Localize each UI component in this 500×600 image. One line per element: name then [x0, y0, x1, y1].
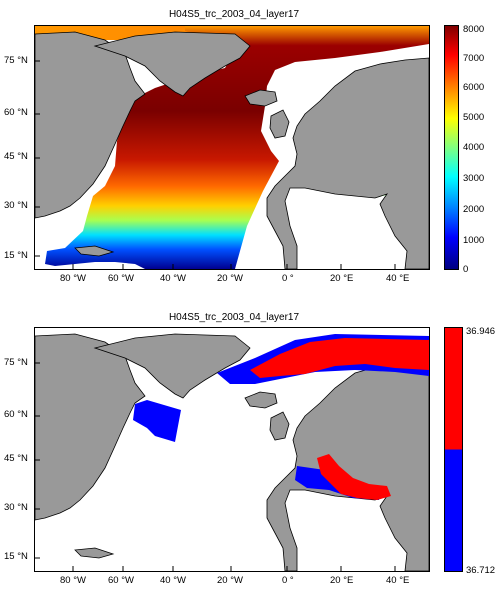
- panel1-cbar-tick-7000: 7000: [463, 53, 485, 64]
- panel1-cbar-tick-0: 0: [463, 264, 469, 275]
- panel2-xtick-80w: 80 °W: [60, 575, 86, 586]
- panel1-ytick-60n: 60 °N: [4, 107, 28, 118]
- panel2-xtick-60w: 60 °W: [108, 575, 134, 586]
- panel1-xtick-0: 0 °: [282, 273, 294, 284]
- panel2-labrador-patch: [133, 400, 181, 442]
- panel2-ytick-30n: 30 °N: [4, 502, 28, 513]
- panel2-eurasia-africa: [266, 359, 429, 571]
- panel1-xtick-60w: 60 °W: [108, 273, 134, 284]
- panel1-greenland: [93, 31, 251, 97]
- panel1-ytick-30n: 30 °N: [4, 200, 28, 211]
- panel2-ytick-75n: 75 °N: [4, 357, 28, 368]
- panel2-map: [34, 327, 430, 572]
- panel1-xtick-40w: 40 °W: [160, 273, 186, 284]
- panel1-atlantic-data: [45, 26, 429, 269]
- panel1-cbar-tick-8000: 8000: [463, 24, 485, 35]
- panel2-xtick-40w: 40 °W: [160, 575, 186, 586]
- panel2-ytick-15n: 15 °N: [4, 551, 28, 562]
- panel1-ticks: [35, 60, 396, 269]
- panel1-cbar-tick-5000: 5000: [463, 112, 485, 123]
- panel1-cbar-tick-4000: 4000: [463, 142, 485, 153]
- panel2-xtick-40e: 40 °E: [386, 575, 410, 586]
- panel1-cbar-tick-1000: 1000: [463, 235, 485, 246]
- panel1-british-isles: [269, 109, 290, 139]
- panel1-xtick-20w: 20 °W: [217, 273, 243, 284]
- panel1-xtick-20e: 20 °E: [330, 273, 354, 284]
- panel1-cbar-tick-6000: 6000: [463, 82, 485, 93]
- panel1-xtick-80w: 80 °W: [60, 273, 86, 284]
- panel1-xtick-40e: 40 °E: [386, 273, 410, 284]
- panel2-arctic-red: [250, 338, 429, 378]
- panel1-map-svg: [35, 26, 429, 269]
- panel1-map: [34, 25, 430, 270]
- panel1-colorbar: [444, 25, 459, 270]
- panel2-british-isles: [269, 411, 290, 441]
- panel2-ytick-60n: 60 °N: [4, 409, 28, 420]
- panel2-greenland: [93, 333, 251, 399]
- panel1-caribbean: [74, 245, 115, 257]
- panel1-iceland: [244, 89, 278, 107]
- panel2-ticks: [35, 362, 396, 571]
- panel2-north-america: [35, 333, 146, 521]
- panel1-ytick-15n: 15 °N: [4, 250, 28, 261]
- panel1-ytick-75n: 75 °N: [4, 55, 28, 66]
- panel1-ytick-45n: 45 °N: [4, 151, 28, 162]
- panel2-xtick-20e: 20 °E: [330, 575, 354, 586]
- panel2-cbar-tick-min: 36.712: [466, 565, 496, 576]
- panel2-med-red: [317, 454, 391, 500]
- panel2-title: H04S5_trc_2003_04_layer17: [168, 312, 300, 323]
- panel2-xtick-0: 0 °: [282, 575, 294, 586]
- panel2-map-svg: [35, 333, 429, 571]
- panel2-ytick-45n: 45 °N: [4, 453, 28, 464]
- panel1-eurasia-africa: [266, 57, 429, 269]
- panel2-colorbar: [444, 327, 463, 572]
- panel2-cbar-tick-max: 36.946: [466, 326, 496, 337]
- panel2-iceland: [244, 391, 278, 409]
- panel1-cbar-tick-2000: 2000: [463, 204, 485, 215]
- panel2-caribbean: [74, 547, 115, 559]
- panel1-cbar-tick-3000: 3000: [463, 173, 485, 184]
- panel2-xtick-20w: 20 °W: [217, 575, 243, 586]
- panel1-title: H04S5_trc_2003_04_layer17: [168, 9, 300, 20]
